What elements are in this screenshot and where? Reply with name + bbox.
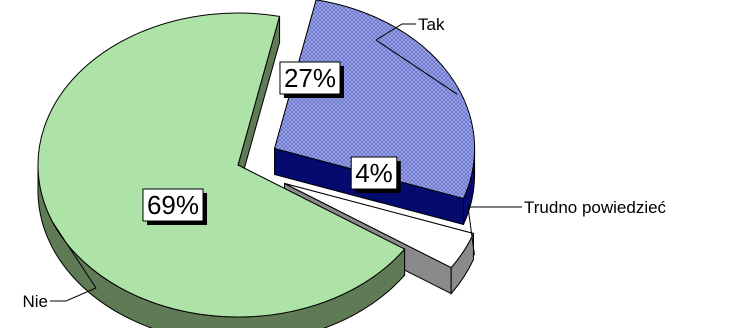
slice-labels: Tak Trudno powiedzieć Nie 27% 4% 69% [22,15,666,311]
svg-text:4%: 4% [355,158,393,188]
category-label-tak: Tak [418,15,445,34]
svg-text:69%: 69% [147,190,199,220]
svg-text:27%: 27% [284,63,336,93]
value-label-nie: 69% [142,188,208,225]
leader-line-tak [375,23,458,95]
slice-tak [273,0,476,200]
category-label-nie: Nie [22,292,48,311]
leader-lines [50,23,522,302]
leader-line-nie [50,222,97,302]
slice-trudno-powiedzie- [284,183,475,269]
leader-line-trudno-powiedzie- [467,206,522,256]
category-label-trudno-powiedzie-: Trudno powiedzieć [524,198,667,217]
value-label-trudno-powiedzie-: 4% [350,156,401,193]
value-label-tak: 27% [279,61,345,98]
